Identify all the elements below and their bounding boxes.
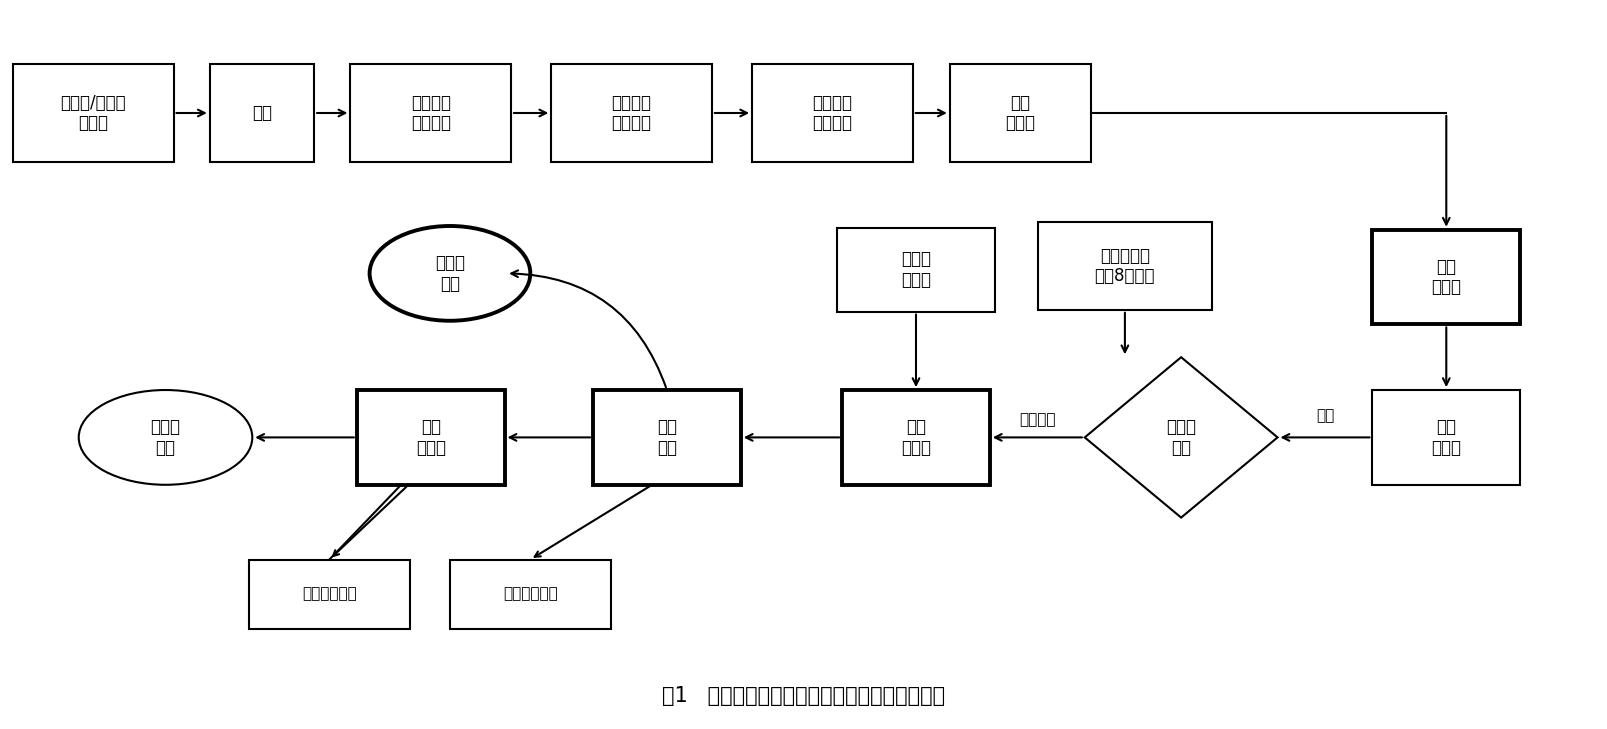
FancyBboxPatch shape [357,390,505,485]
Text: 振动
给料机: 振动 给料机 [1006,93,1035,133]
Text: 合格粉料: 合格粉料 [1019,412,1056,426]
Text: 白云石/石灰石
中块料: 白云石/石灰石 中块料 [61,93,125,133]
FancyBboxPatch shape [13,64,174,163]
FancyBboxPatch shape [551,64,712,163]
FancyBboxPatch shape [842,390,990,485]
Text: 抽屉式除铁
棒，8目筛网: 抽屉式除铁 棒，8目筛网 [1094,246,1155,286]
Text: 堆场: 堆场 [252,104,272,122]
Text: 入一线
粉库: 入一线 粉库 [151,418,180,457]
FancyBboxPatch shape [350,64,511,163]
Text: 图1   白云石和石灰石进堆场加工除铁流程示意图: 图1 白云石和石灰石进堆场加工除铁流程示意图 [662,686,945,706]
Text: 粗块
提升机: 粗块 提升机 [1432,418,1461,457]
Text: 粗粒: 粗粒 [1316,408,1334,423]
Text: 入二线
粉库: 入二线 粉库 [435,254,464,293]
Ellipse shape [370,226,530,321]
FancyBboxPatch shape [593,390,741,485]
FancyBboxPatch shape [249,560,410,628]
Text: 分叉
溜子: 分叉 溜子 [657,418,677,457]
Text: 入库
皮带机: 入库 皮带机 [416,418,445,457]
Text: 锤式
破碎机: 锤式 破碎机 [1432,257,1461,297]
FancyBboxPatch shape [950,64,1091,163]
Text: 抽屉式除铁棒: 抽屉式除铁棒 [302,587,357,601]
Polygon shape [1085,357,1278,518]
FancyBboxPatch shape [1372,390,1520,485]
FancyBboxPatch shape [1372,230,1520,324]
FancyBboxPatch shape [450,560,611,628]
Text: 粉料
提升机: 粉料 提升机 [902,418,930,457]
FancyBboxPatch shape [209,64,315,163]
Text: 铲汽车转
运至地坑: 铲汽车转 运至地坑 [411,93,450,133]
Text: 行车抓运
至中间仓: 行车抓运 至中间仓 [813,93,852,133]
Ellipse shape [79,390,252,485]
FancyBboxPatch shape [1038,222,1212,310]
Text: 行车抓运
至吊车库: 行车抓运 至吊车库 [612,93,651,133]
Text: 抽屉式
除铁棒: 抽屉式 除铁棒 [902,250,930,289]
Text: 抽屉式除铁棒: 抽屉式除铁棒 [503,587,558,601]
FancyBboxPatch shape [837,227,995,312]
Text: 六角筛
筛分: 六角筛 筛分 [1167,418,1196,457]
FancyBboxPatch shape [752,64,913,163]
